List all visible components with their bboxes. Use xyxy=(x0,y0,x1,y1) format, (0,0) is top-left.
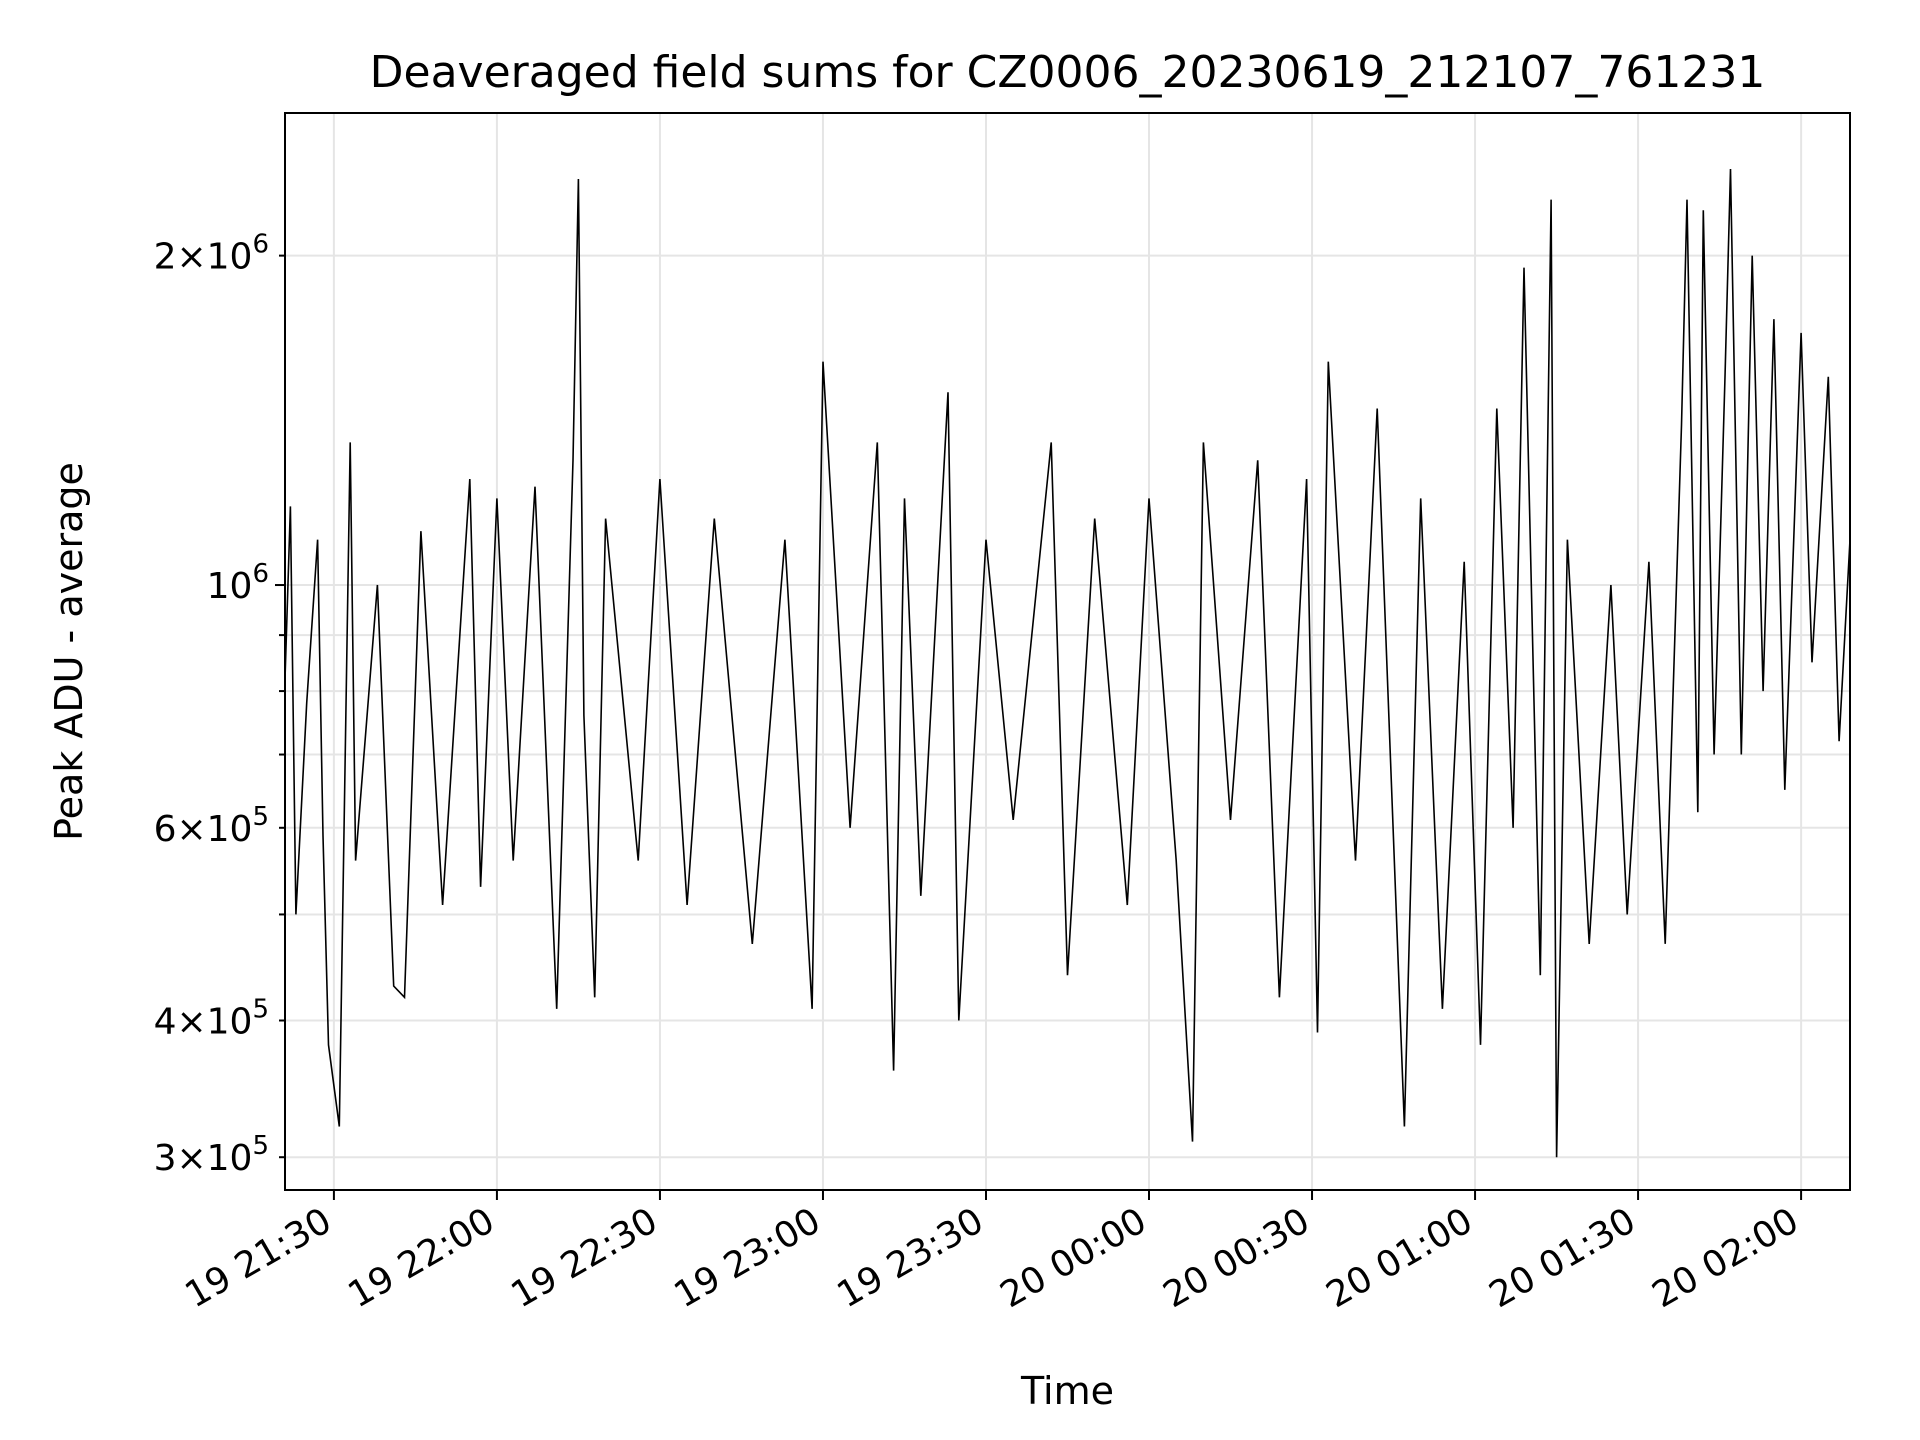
y-tick-label: 106 xyxy=(207,559,269,607)
plot-frame xyxy=(284,112,1851,1191)
chart-title: Deaveraged field sums for CZ0006_2023061… xyxy=(370,47,1766,98)
series-line xyxy=(284,168,1851,1158)
y-tick-label: 3×105 xyxy=(154,1131,269,1179)
y-tick-label: 6×105 xyxy=(154,802,269,850)
y-tick-label: 4×105 xyxy=(154,994,269,1042)
y-tick-label: 2×106 xyxy=(154,230,269,278)
series-layer xyxy=(284,168,1851,1158)
y-axis: 106 3×105 4×105 6×105 2×106 xyxy=(154,230,285,1179)
y-axis-label: Peak ADU - average xyxy=(47,462,91,841)
grid xyxy=(285,113,1850,1190)
x-axis-label: Time xyxy=(1020,1369,1114,1413)
